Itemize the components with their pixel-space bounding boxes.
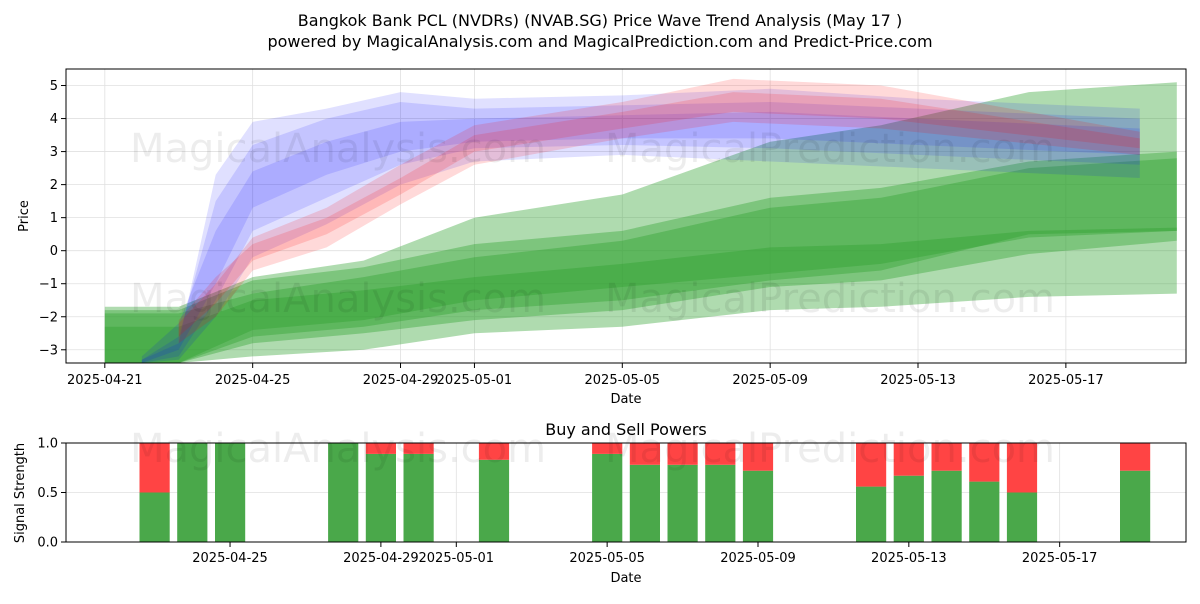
buy-bar	[328, 443, 359, 542]
sell-bar	[705, 443, 736, 465]
buy-bar	[177, 443, 208, 542]
buy-bar	[931, 470, 962, 542]
sell-bar	[742, 443, 774, 471]
sell-bar	[1006, 443, 1038, 493]
sell-bar	[403, 443, 434, 454]
buy-bar	[478, 459, 510, 542]
top-y-tick-label: 2	[50, 178, 58, 193]
green-forecast-band	[104, 82, 1177, 363]
sell-bar	[969, 443, 1000, 482]
top-x-tick-label: 2025-05-17	[1028, 373, 1104, 388]
bottom-x-axis-label: Date	[610, 571, 641, 586]
top-x-tick-label: 2025-04-25	[215, 373, 291, 388]
buy-bar	[705, 464, 736, 542]
buy-bar	[1006, 492, 1038, 542]
top-watermarks: MagicalAnalysis.com MagicalPrediction.co…	[130, 126, 1055, 322]
sell-bar	[365, 443, 396, 454]
top-x-tick-label: 2025-05-13	[880, 373, 956, 388]
bottom-x-tick-label: 2025-05-09	[720, 551, 796, 566]
green-forecast-band	[104, 151, 1177, 363]
chart-title: Bangkok Bank PCL (NVDRs) (NVAB.SG) Price…	[298, 11, 902, 30]
blue-wave-band	[141, 88, 1140, 363]
buy-bar	[856, 486, 887, 542]
watermark-analysis-bottom: MagicalAnalysis.com	[130, 426, 546, 472]
buy-bar	[139, 492, 170, 542]
green-forecast-band	[104, 158, 1177, 363]
bottom-x-tick-label: 2025-05-01	[419, 551, 495, 566]
sell-bar	[592, 443, 623, 454]
top-y-tick-label: 4	[50, 112, 58, 127]
watermark-analysis-top: MagicalAnalysis.com	[130, 126, 546, 172]
bottom-y-tick-label: 1.0	[37, 437, 58, 452]
sell-bar	[931, 443, 962, 471]
top-y-tick-label: 3	[50, 145, 58, 160]
chart-subtitle: powered by MagicalAnalysis.com and Magic…	[267, 32, 932, 51]
top-y-tick-label: 5	[50, 79, 58, 94]
top-band-layer	[104, 78, 1177, 363]
top-y-tick-label: −3	[39, 343, 58, 358]
buy-bar	[742, 470, 774, 542]
top-y-tick-label: 0	[50, 244, 58, 259]
top-y-tick-label: −2	[39, 310, 58, 325]
top-y-axis-label: Price	[17, 200, 32, 232]
watermark-prediction-mid: MagicalPrediction.com	[605, 276, 1055, 322]
sell-bar	[856, 443, 887, 487]
sell-bar	[139, 443, 170, 493]
top-x-tick-label: 2025-05-09	[732, 373, 808, 388]
buy-bar	[215, 443, 246, 542]
bottom-bars	[139, 443, 1151, 542]
watermark-prediction-top: MagicalPrediction.com	[605, 126, 1055, 172]
blue-wave-band	[141, 102, 1140, 363]
buy-bar	[365, 453, 396, 542]
bottom-x-tick-label: 2025-05-13	[871, 551, 947, 566]
buy-bar	[403, 453, 434, 542]
top-x-axis-label: Date	[610, 392, 641, 407]
sell-bar	[1120, 443, 1151, 471]
buy-bar	[969, 481, 1000, 542]
sell-bar	[629, 443, 660, 465]
top-x-tick-label: 2025-04-21	[67, 373, 143, 388]
buy-bar	[893, 475, 924, 542]
buy-bar	[629, 464, 660, 542]
green-forecast-band	[104, 227, 1177, 363]
bottom-title: Buy and Sell Powers	[545, 420, 707, 439]
bottom-x-tick-label: 2025-05-17	[1022, 551, 1098, 566]
top-ticks: 2025-04-21 2025-04-25 2025-04-292025-05-01…	[39, 79, 1104, 388]
top-bands	[104, 78, 1177, 363]
top-grid	[66, 69, 1186, 363]
top-y-tick-label: −1	[39, 277, 58, 292]
buy-bar	[592, 453, 623, 542]
watermark-analysis-mid: MagicalAnalysis.com	[130, 276, 546, 322]
red-wave-band	[178, 78, 1140, 344]
bottom-x-tick-label: 2025-05-05	[569, 551, 645, 566]
sell-bar	[893, 443, 924, 476]
top-x-tick-label: 2025-04-29	[363, 373, 439, 388]
bottom-y-axis-label: Signal Strength	[13, 443, 28, 543]
bottom-x-tick-label: 2025-04-29	[343, 551, 419, 566]
watermark-prediction-bottom: MagicalPrediction.com	[605, 426, 1055, 472]
top-x-tick-label: 2025-05-01	[437, 373, 513, 388]
bottom-watermarks: MagicalAnalysis.com MagicalPrediction.co…	[130, 426, 1055, 472]
sell-bar	[667, 443, 698, 465]
blue-wave-band	[141, 111, 1140, 363]
buy-bar	[667, 464, 698, 542]
bottom-x-tick-label: 2025-04-25	[192, 551, 268, 566]
top-y-tick-label: 1	[50, 211, 58, 226]
buy-bar	[1120, 470, 1151, 542]
sell-bar	[478, 443, 510, 460]
bottom-y-tick-label: 0.0	[37, 536, 58, 551]
top-axes-frame	[65, 68, 1187, 364]
top-x-tick-label: 2025-05-05	[585, 373, 661, 388]
bottom-y-tick-label: 0.5	[37, 486, 58, 501]
bottom-ticks: 2025-04-25 2025-04-29 2025-05-01 2025-05-05…	[37, 437, 1097, 567]
